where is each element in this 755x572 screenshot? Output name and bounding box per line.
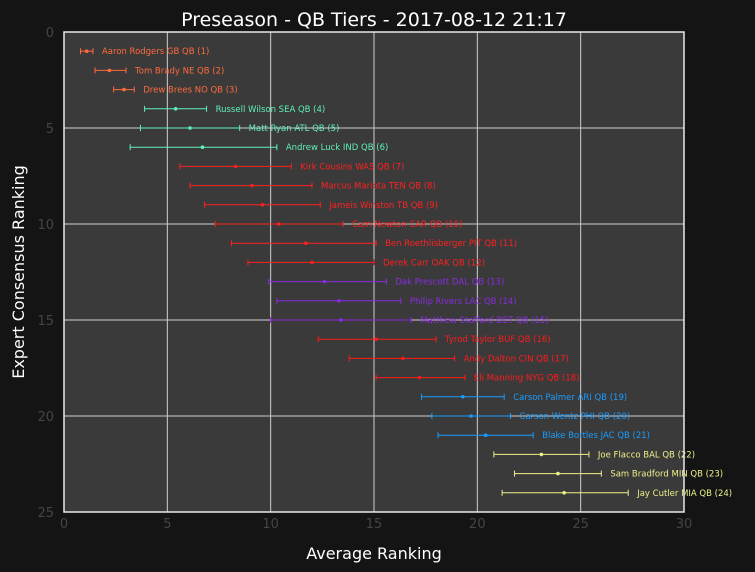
player-label: Drew Brees NO QB (3) [143,86,237,96]
player-label: Dak Prescott DAL QB (13) [395,278,504,288]
player-errorbar: Tyrod Taylor BUF QB (16) [317,335,551,345]
player-errorbar: Russell Wilson SEA QB (4) [144,105,326,115]
player-errorbar: Carson Palmer ARI QB (19) [421,393,627,403]
player-errorbar: Derek Carr OAK QB (12) [247,258,485,268]
player-label: Carson Wentz PHI QB (20) [519,412,630,422]
player-errorbar: Eli Manning NYG QB (18) [375,374,579,384]
player-point [556,471,560,476]
player-label: Eli Manning NYG QB (18) [474,374,579,384]
x-axis-label: Average Ranking [306,544,442,563]
player-point [401,356,405,361]
player-errorbar: Blake Bortles JAC QB (21) [437,431,650,441]
player-label: Jameis Winston TB QB (9) [328,201,438,211]
player-label: Derek Carr OAK QB (12) [383,258,485,268]
player-point [84,49,89,53]
player-errorbar: Aaron Rodgers GB QB (1) [80,47,209,57]
x-tick-label: 20 [469,517,486,532]
player-label: Andy Dalton CIN QB (17) [464,354,569,364]
y-tick-label: 0 [46,26,54,41]
player-label: Marcus Mariota TEN QB (8) [321,182,436,192]
player-point [461,395,465,399]
player-point [562,491,566,495]
player-errorbar: Marcus Mariota TEN QB (8) [189,182,436,192]
player-label: Blake Bortles JAC QB (21) [542,431,650,441]
player-label: Ben Roethlisberger PIT QB (11) [385,239,517,249]
player-point [188,126,192,130]
player-errorbar: Drew Brees NO QB (3) [113,86,238,96]
player-point [233,164,238,169]
plot-frame [63,31,685,513]
x-tick-label: 15 [366,517,383,532]
player-label: Joe Flacco BAL QB (22) [597,450,695,460]
player-point [539,452,544,457]
player-errorbar: Tom Brady NE QB (2) [94,66,224,76]
player-point [277,222,281,226]
player-label: Aaron Rodgers GB QB (1) [102,47,209,57]
x-tick-labels: 0 5 10 15 20 25 30 [60,517,692,532]
player-point [304,241,308,245]
x-tick-label: 5 [163,517,171,532]
player-point [337,299,341,303]
player-errorbar: Matt Ryan ATL QB (5) [139,124,340,134]
player-errorbar: Ben Roethlisberger PIT QB (11) [230,239,517,249]
player-errorbar: Dak Prescott DAL QB (13) [268,278,504,288]
x-tick-label: 30 [676,517,693,532]
player-label: Sam Bradford MIN QB (23) [610,470,723,480]
x-tick-label: 10 [262,517,279,532]
player-errorbar: Andy Dalton CIN QB (17) [348,354,569,364]
player-errorbar: Kirk Cousins WAS QB (7) [179,162,404,172]
player-label: Russell Wilson SEA QB (4) [216,105,326,115]
player-errorbar: Sam Bradford MIN QB (23) [514,470,723,480]
player-point [250,183,254,188]
player-errorbar: Jameis Winston TB QB (9) [204,201,438,211]
player-point [374,337,378,342]
player-point [107,68,112,73]
x-tick-label: 0 [60,517,68,532]
player-label: Matthew Stafford DET QB (15) [420,316,548,326]
player-label: Tyrod Taylor BUF QB (16) [444,335,551,345]
player-errorbar: Andrew Luck IND QB (6) [129,143,388,153]
x-tick-label: 25 [572,517,589,532]
player-label: Matt Ryan ATL QB (5) [249,124,340,134]
y-tick-label: 5 [46,122,54,137]
y-tick-label: 10 [37,218,54,233]
player-point [260,203,265,207]
y-axis-label: Expert Consensus Ranking [9,165,28,379]
player-label: Philip Rivers LAC QB (14) [410,297,517,307]
player-errorbar: Joe Flacco BAL QB (22) [493,450,695,460]
player-point [483,433,488,438]
y-tick-label: 20 [37,410,54,425]
player-label: Carson Palmer ARI QB (19) [513,393,627,403]
player-point [310,260,314,265]
player-errorbar: Matthew Stafford DET QB (15) [270,316,549,326]
chart-title: Preseason - QB Tiers - 2017-08-12 21:17 [181,9,567,31]
player-label: Andrew Luck IND QB (6) [286,143,388,153]
player-point [417,375,422,380]
player-point [122,87,126,92]
player-point [339,318,343,322]
player-errorbar: Philip Rivers LAC QB (14) [276,297,517,307]
y-tick-label: 15 [37,314,54,329]
player-label: Tom Brady NE QB (2) [134,66,224,76]
player-label: Kirk Cousins WAS QB (7) [300,162,404,172]
player-point [469,414,473,418]
player-errorbar: Cam Newton CAR QB (10) [214,220,462,230]
player-point [173,107,178,111]
y-tick-label: 25 [37,506,54,521]
player-label: Cam Newton CAR QB (10) [352,220,462,230]
player-errorbar: Carson Wentz PHI QB (20) [431,412,630,422]
player-point [322,279,327,284]
y-tick-labels: 0 5 10 15 20 25 [37,26,54,521]
player-point [200,145,205,149]
